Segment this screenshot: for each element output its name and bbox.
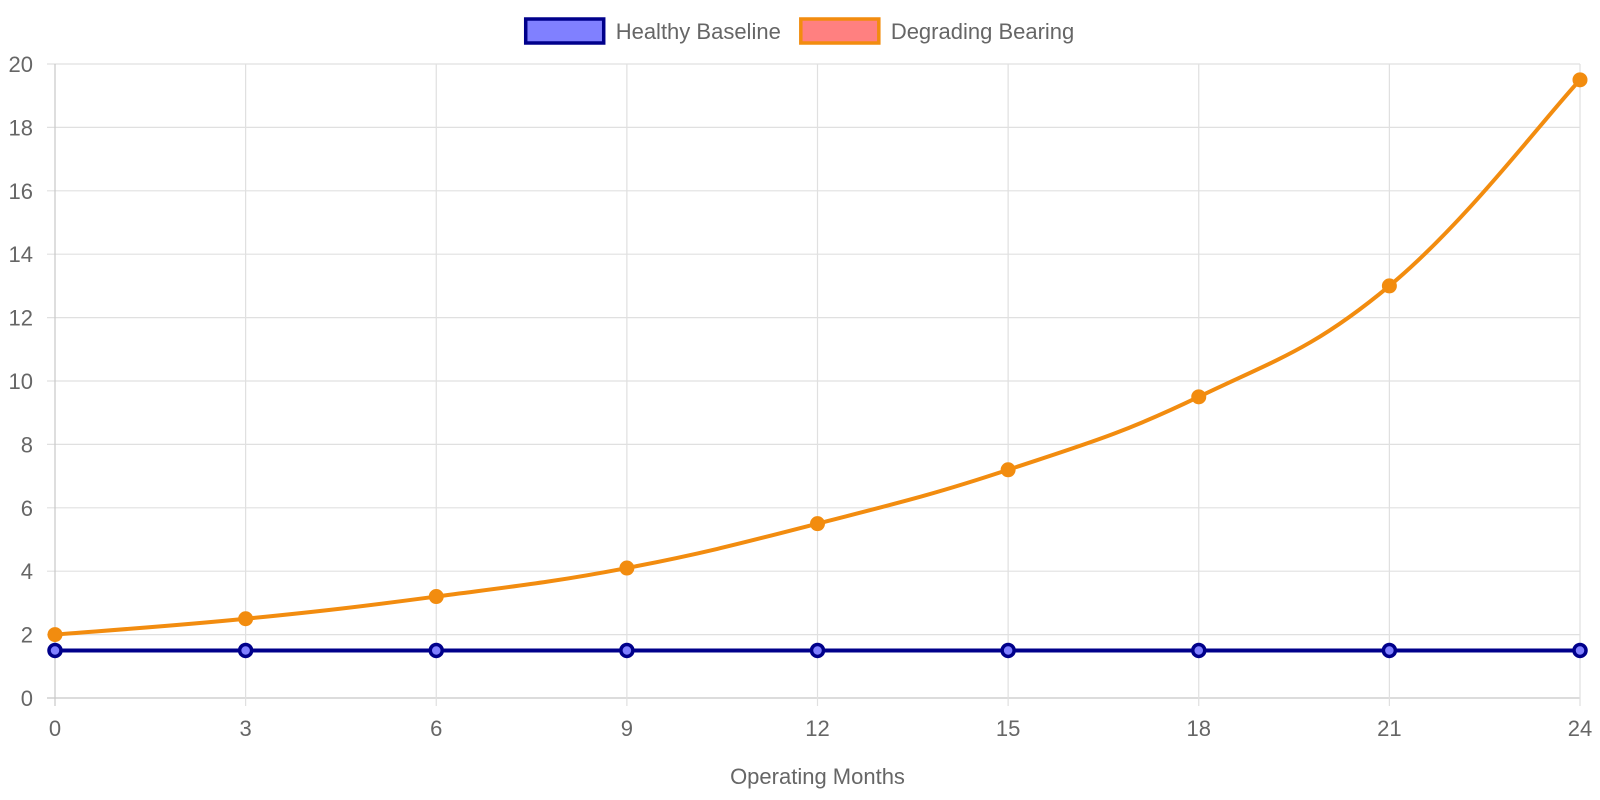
legend-swatch-healthy-baseline[interactable] <box>523 17 606 45</box>
x-tick-label: 9 <box>621 716 633 741</box>
x-tick-label: 24 <box>1568 716 1592 741</box>
data-point-healthy-baseline <box>809 642 826 659</box>
x-tick-label: 3 <box>240 716 252 741</box>
legend-label-degrading-bearing[interactable]: Degrading Bearing <box>891 19 1074 44</box>
y-tick-label: 16 <box>9 179 33 204</box>
x-tick-label: 12 <box>805 716 829 741</box>
data-point-healthy-baseline <box>428 642 444 659</box>
data-point-healthy-baseline <box>619 642 635 659</box>
y-tick-label: 14 <box>9 242 33 267</box>
x-tick-label: 6 <box>430 716 442 741</box>
y-tick-label: 2 <box>21 623 33 648</box>
x-tick-label: 21 <box>1377 716 1401 741</box>
data-point-healthy-baseline <box>1000 642 1016 659</box>
y-tick-label: 10 <box>9 369 33 394</box>
data-point-degrading-bearing <box>47 627 63 643</box>
data-point-degrading-bearing <box>1191 389 1207 405</box>
data-point-healthy-baseline <box>1191 642 1207 659</box>
data-point-healthy-baseline <box>1572 642 1588 659</box>
data-point-healthy-baseline <box>237 642 254 659</box>
series-lines <box>47 72 1588 659</box>
data-point-healthy-baseline <box>47 642 63 659</box>
data-point-degrading-bearing <box>428 589 444 605</box>
legend-swatch-degrading-bearing[interactable] <box>799 17 881 45</box>
y-tick-label: 20 <box>9 52 33 77</box>
legend[interactable]: Healthy Baseline Degrading Bearing <box>523 17 1075 45</box>
y-tick-label: 18 <box>9 115 33 140</box>
data-point-degrading-bearing <box>1572 72 1588 88</box>
y-tick-label: 6 <box>21 496 33 521</box>
y-tick-label: 8 <box>21 432 33 457</box>
x-tick-label: 18 <box>1187 716 1211 741</box>
grid-lines <box>47 63 1581 706</box>
y-tick-label: 0 <box>21 686 33 711</box>
y-tick-label: 12 <box>9 306 33 331</box>
x-axis-title: Operating Months <box>730 764 905 789</box>
data-point-degrading-bearing <box>1000 462 1016 478</box>
x-tick-label: 0 <box>49 716 61 741</box>
data-point-degrading-bearing <box>810 516 825 532</box>
x-tick-label: 15 <box>996 716 1020 741</box>
y-tick-label: 4 <box>21 559 33 584</box>
data-point-degrading-bearing <box>619 560 635 576</box>
data-point-degrading-bearing <box>1381 278 1397 294</box>
legend-label-healthy-baseline[interactable]: Healthy Baseline <box>616 19 781 44</box>
data-point-healthy-baseline <box>1381 642 1398 659</box>
series-line-degrading-bearing <box>53 77 1582 637</box>
data-point-degrading-bearing <box>238 611 254 627</box>
